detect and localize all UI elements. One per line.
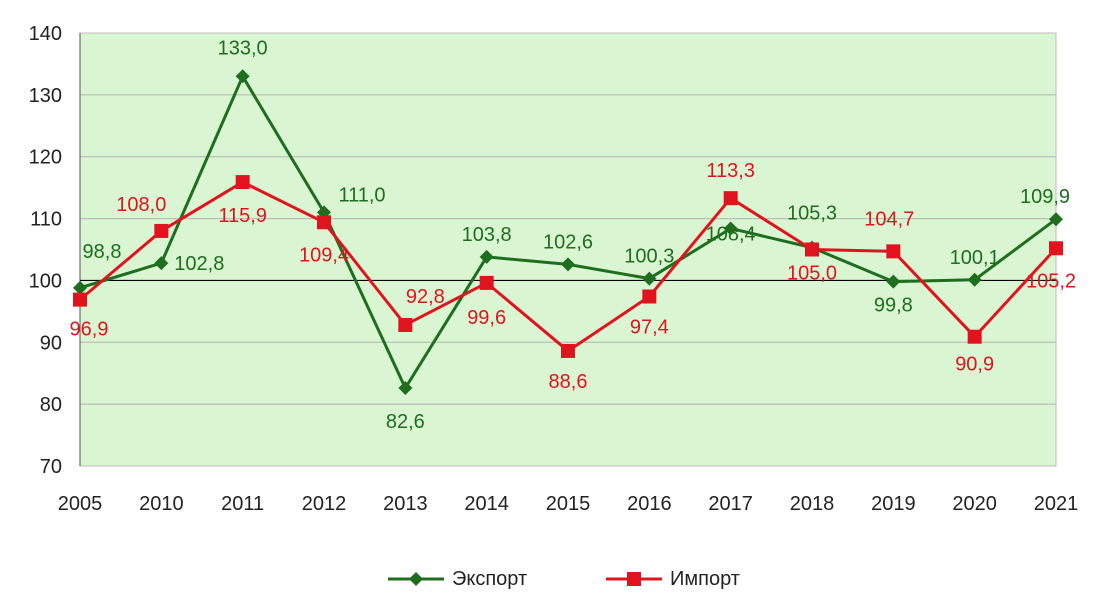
legend-item-import: Импорт xyxy=(606,563,740,595)
data-point xyxy=(1049,212,1063,227)
data-point xyxy=(73,292,87,307)
gridlines xyxy=(80,94,1056,405)
data-point xyxy=(73,280,87,295)
y-tick-label: 80 xyxy=(40,394,62,416)
data-label: 103,8 xyxy=(462,224,512,246)
series xyxy=(73,69,1063,396)
data-point xyxy=(642,271,657,286)
data-label: 113,3 xyxy=(706,160,755,182)
data-point xyxy=(235,69,250,84)
data-point xyxy=(479,249,494,264)
data-point xyxy=(235,175,250,190)
data-point xyxy=(642,289,657,304)
import-legend-marker xyxy=(606,572,662,586)
data-label: 97,4 xyxy=(630,317,669,339)
data-label: 105,0 xyxy=(787,263,837,285)
export-legend-marker xyxy=(388,572,444,586)
data-label: 109,4 xyxy=(299,244,349,266)
data-point xyxy=(154,223,169,238)
data-point xyxy=(886,244,901,259)
data-label: 99,6 xyxy=(467,307,506,329)
data-label: 105,3 xyxy=(787,203,837,225)
x-tick-label: 2012 xyxy=(302,493,347,515)
data-label: 82,6 xyxy=(386,411,425,433)
data-label: 109,9 xyxy=(1020,186,1070,208)
x-tick-label: 2014 xyxy=(464,493,509,515)
data-point xyxy=(723,221,738,236)
data-point xyxy=(723,191,738,206)
data-label: 105,2 xyxy=(1026,270,1076,292)
data-label: 88,6 xyxy=(549,371,588,393)
data-point xyxy=(805,242,819,257)
data-label: 99,8 xyxy=(874,295,913,317)
data-point xyxy=(154,256,169,271)
data-label: 98,8 xyxy=(83,241,122,263)
data-label: 108,0 xyxy=(116,194,166,216)
data-label: 133,0 xyxy=(218,37,268,59)
data-point xyxy=(967,272,982,287)
data-label: 92,8 xyxy=(406,286,445,308)
data-label: 100,3 xyxy=(624,246,674,268)
legend-item-export: Экспорт xyxy=(388,563,527,595)
data-point xyxy=(1049,241,1063,256)
x-tick-label: 2013 xyxy=(383,493,428,515)
legend-label-export: Экспорт xyxy=(452,567,528,590)
legend-label-import: Импорт xyxy=(670,567,740,590)
data-point xyxy=(317,215,331,230)
y-tick-label: 130 xyxy=(29,85,62,107)
data-point xyxy=(967,329,982,344)
x-tick-label: 2021 xyxy=(1034,493,1079,515)
data-point xyxy=(561,343,575,358)
y-tick-label: 120 xyxy=(29,147,62,169)
x-axis-ticks: 2005 2010 2011 2012 2013 2014 2015 2016 2017 2018… xyxy=(58,493,1079,515)
data-point xyxy=(398,381,413,396)
data-label: 108,4 xyxy=(706,223,756,245)
data-label: 104,7 xyxy=(864,208,914,230)
x-tick-label: 2010 xyxy=(139,493,184,515)
x-tick-label: 2016 xyxy=(627,493,672,515)
data-label: 90,9 xyxy=(955,354,994,376)
x-tick-label: 2018 xyxy=(790,493,835,515)
data-point xyxy=(398,317,413,332)
data-labels: 98,8 102,8 133,0 111,0 82,6 103,8 102,6 100,3 10… xyxy=(70,37,1077,433)
data-label: 115,9 xyxy=(218,205,267,227)
x-tick-label: 2017 xyxy=(708,493,753,515)
y-axis-ticks: 70 80 90 100 110 120 130 140 xyxy=(29,23,81,478)
data-label: 100,1 xyxy=(950,247,1000,269)
x-tick-label: 2005 xyxy=(58,493,103,515)
data-point xyxy=(886,274,901,289)
y-tick-label: 140 xyxy=(29,23,62,45)
data-label: 96,9 xyxy=(70,319,109,341)
y-tick-label: 100 xyxy=(29,270,62,292)
y-tick-label: 90 xyxy=(40,332,62,354)
x-tick-label: 2019 xyxy=(871,493,916,515)
y-tick-label: 110 xyxy=(30,209,62,231)
data-point xyxy=(561,257,575,272)
data-label: 111,0 xyxy=(338,184,385,206)
legend: Экспорт Импорт xyxy=(0,563,1100,595)
y-tick-label: 70 xyxy=(40,456,62,478)
x-tick-label: 2015 xyxy=(546,493,591,515)
data-label: 102,8 xyxy=(174,253,224,275)
data-label: 102,6 xyxy=(543,231,593,253)
x-tick-label: 2011 xyxy=(221,493,264,515)
data-point xyxy=(479,275,494,290)
x-tick-label: 2020 xyxy=(952,493,997,515)
